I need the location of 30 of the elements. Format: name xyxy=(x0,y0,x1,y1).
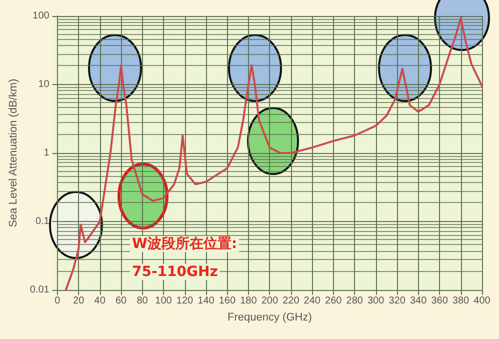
x-tick-label: 400 xyxy=(474,296,491,306)
x-tick-label: 300 xyxy=(367,296,385,306)
x-tick-label: 240 xyxy=(304,296,321,306)
annotation: W波段所在位置: xyxy=(132,236,238,252)
x-tick-label: 180 xyxy=(240,296,258,306)
y-axis-title: Sea Level Attenuation (dB/km) xyxy=(8,78,20,228)
x-tick-label: 280 xyxy=(346,296,364,306)
x-tick-label: 320 xyxy=(388,296,406,306)
x-tick-label: 200 xyxy=(261,296,278,306)
x-tick-label: 380 xyxy=(452,296,470,306)
x-tick-label: 220 xyxy=(282,296,300,306)
x-tick-label: 360 xyxy=(431,296,448,306)
x-tick-label: 140 xyxy=(198,296,215,306)
x-tick-label: 120 xyxy=(176,296,194,306)
y-tick-label: 10 xyxy=(38,79,50,90)
y-tick-label: 100 xyxy=(32,10,50,22)
x-tick-label: 20 xyxy=(73,296,85,306)
y-tick-label: 0.1 xyxy=(35,216,50,227)
x-tick-label: 260 xyxy=(325,296,342,306)
x-tick-label: 340 xyxy=(410,296,428,306)
x-tick-label: 100 xyxy=(155,296,172,306)
x-tick-label: 80 xyxy=(136,296,148,306)
y-tick-label: 1 xyxy=(44,148,50,158)
x-tick-label: 160 xyxy=(218,296,236,306)
x-tick-label: 60 xyxy=(115,296,128,306)
x-tick-label: 0 xyxy=(54,296,61,306)
y-tick-label: 0.01 xyxy=(30,284,50,296)
annotation: 75-110GHz xyxy=(132,264,218,280)
x-axis-title: Frequency (GHz) xyxy=(228,312,312,324)
x-tick-label: 40 xyxy=(94,296,106,306)
